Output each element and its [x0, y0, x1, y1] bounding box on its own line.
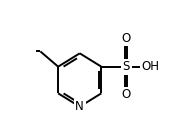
- Text: O: O: [121, 32, 131, 45]
- Text: O: O: [121, 88, 131, 101]
- Text: S: S: [122, 60, 130, 73]
- Text: OH: OH: [141, 60, 159, 73]
- Text: N: N: [75, 100, 84, 113]
